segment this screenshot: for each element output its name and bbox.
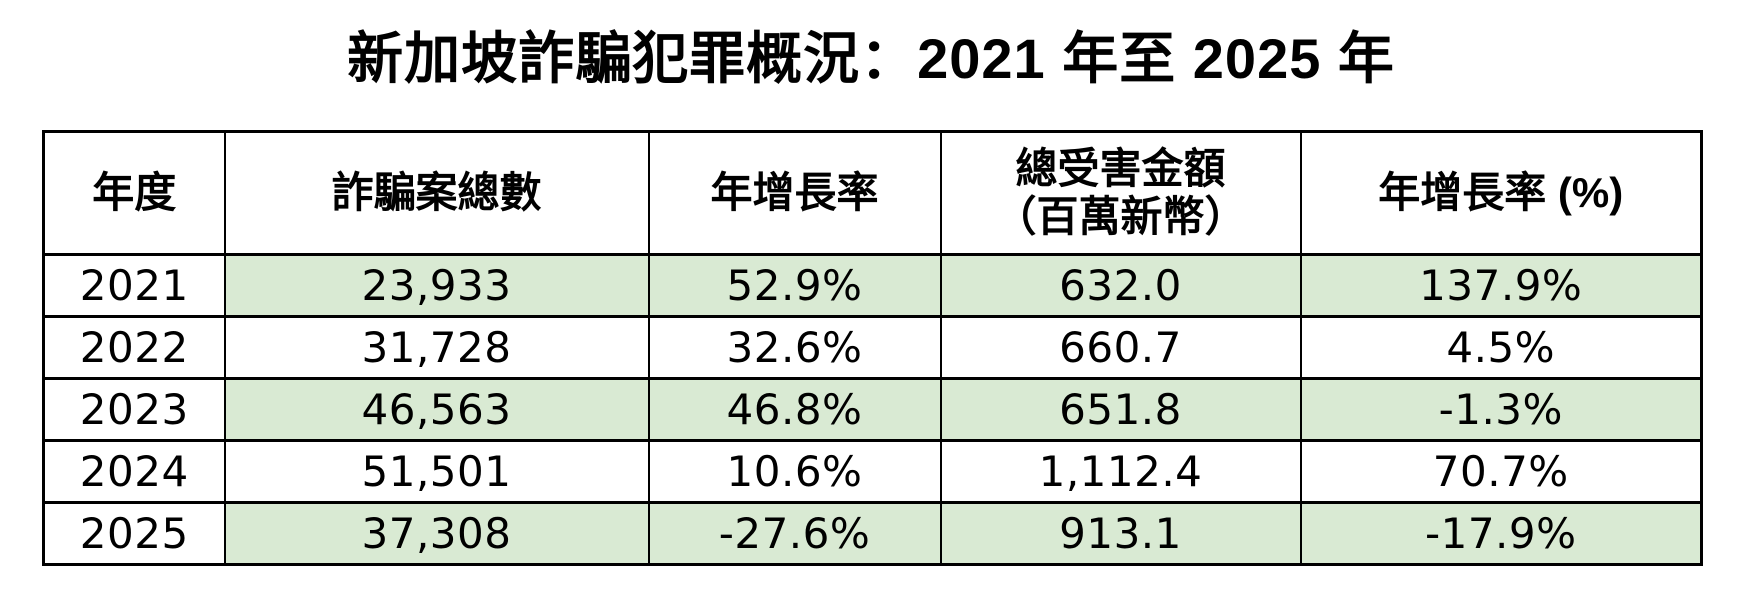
- table-row-2022: 2022 31,728 32.6% 660.7 4.5%: [42, 315, 1703, 380]
- cases-cell: 31,728: [223, 315, 650, 380]
- amount-cell: 651.8: [939, 377, 1302, 442]
- table-row-2021: 2021 23,933 52.9% 632.0 137.9%: [42, 253, 1703, 318]
- amount-growth-cell: -1.3%: [1299, 377, 1703, 442]
- year-cell: 2022: [42, 315, 226, 380]
- table-row-2025: 2025 37,308 -27.6% 913.1 -17.9%: [42, 501, 1703, 566]
- case-growth-cell: 46.8%: [647, 377, 942, 442]
- column-header-total-cases: 詐騙案總數: [223, 130, 650, 256]
- year-cell: 2021: [42, 253, 226, 318]
- cases-cell: 46,563: [223, 377, 650, 442]
- column-header-total-amount-line1: 總受害金額: [1015, 144, 1226, 192]
- case-growth-cell: 52.9%: [647, 253, 942, 318]
- column-header-total-amount-line2: （百萬新幣）: [994, 193, 1247, 240]
- header-row: 年度 詐騙案總數 年增長率 總受害金額 （百萬新幣） 年增長率 (%): [42, 130, 1703, 256]
- cases-cell: 23,933: [223, 253, 650, 318]
- cases-cell: 37,308: [223, 501, 650, 566]
- cases-cell: 51,501: [223, 439, 650, 504]
- amount-cell: 632.0: [939, 253, 1302, 318]
- amount-growth-cell: 70.7%: [1299, 439, 1703, 504]
- page-title: 新加坡詐騙犯罪概況：2021 年至 2025 年: [347, 27, 1395, 90]
- amount-growth-cell: -17.9%: [1299, 501, 1703, 566]
- year-cell: 2025: [42, 501, 226, 566]
- scam-stats-table: 年度 詐騙案總數 年增長率 總受害金額 （百萬新幣） 年增長率 (%) 2021…: [42, 130, 1703, 566]
- table-row-2024: 2024 51,501 10.6% 1,112.4 70.7%: [42, 439, 1703, 504]
- table-row-2023: 2023 46,563 46.8% 651.8 -1.3%: [42, 377, 1703, 442]
- year-cell: 2024: [42, 439, 226, 504]
- amount-cell: 660.7: [939, 315, 1302, 380]
- amount-growth-cell: 137.9%: [1299, 253, 1703, 318]
- case-growth-cell: 10.6%: [647, 439, 942, 504]
- column-header-total-amount: 總受害金額 （百萬新幣）: [939, 130, 1302, 256]
- column-header-case-growth-rate: 年增長率: [647, 130, 942, 256]
- column-header-amount-growth-rate: 年增長率 (%): [1299, 130, 1703, 256]
- column-header-year: 年度: [42, 130, 226, 256]
- amount-cell: 1,112.4: [939, 439, 1302, 504]
- amount-growth-cell: 4.5%: [1299, 315, 1703, 380]
- case-growth-cell: -27.6%: [647, 501, 942, 566]
- amount-cell: 913.1: [939, 501, 1302, 566]
- case-growth-cell: 32.6%: [647, 315, 942, 380]
- year-cell: 2023: [42, 377, 226, 442]
